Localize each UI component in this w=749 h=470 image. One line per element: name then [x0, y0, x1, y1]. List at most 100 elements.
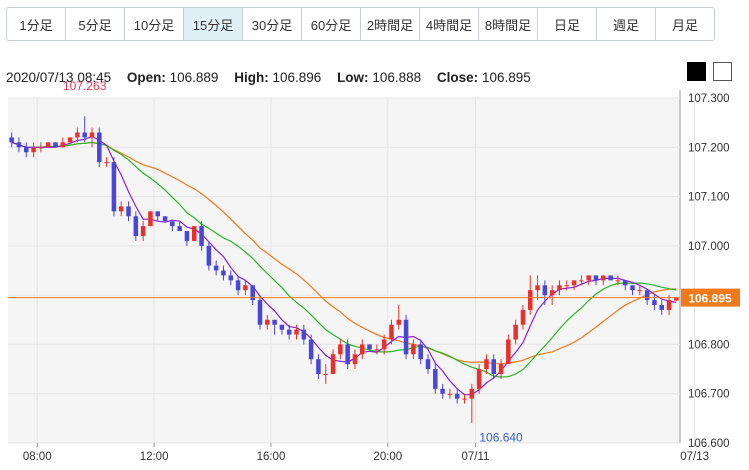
candle-body [206, 245, 212, 266]
tab-60分足[interactable]: 60分足 [302, 8, 361, 40]
candle-body [162, 216, 168, 222]
candle [228, 270, 234, 286]
candle [601, 275, 606, 286]
candle [579, 275, 584, 286]
candle-body [506, 339, 511, 365]
low-annotation: 106.640 [479, 430, 523, 444]
tab-2時間足[interactable]: 2時間足 [361, 8, 420, 40]
candle [272, 319, 277, 335]
candle [184, 231, 190, 246]
candle [418, 339, 423, 365]
candle [177, 221, 182, 232]
y-tick-label: 107.000 [688, 241, 730, 253]
tab-10分足[interactable]: 10分足 [125, 8, 184, 40]
x-tick-label: 12:00 [140, 451, 169, 463]
tab-5分足[interactable]: 5分足 [66, 8, 125, 40]
candle-body [440, 388, 445, 394]
light-theme-button[interactable] [713, 62, 732, 81]
tab-日足[interactable]: 日足 [538, 8, 597, 40]
candle-body [674, 297, 679, 301]
candle [447, 388, 453, 399]
candle-body [279, 324, 285, 330]
candle-body [359, 344, 365, 355]
candle-body [177, 226, 182, 232]
candle [16, 137, 22, 153]
candle-body [586, 275, 591, 281]
candle [535, 275, 540, 301]
candle-body [622, 280, 628, 286]
candle [476, 364, 482, 394]
candle [498, 359, 504, 379]
candle-body [338, 344, 343, 355]
candle-body [659, 305, 665, 310]
tab-15分足[interactable]: 15分足 [184, 8, 243, 40]
x-tick-label: 20:00 [373, 451, 402, 463]
candle-body [411, 344, 416, 355]
candle [301, 324, 307, 345]
candle [571, 280, 577, 291]
candle-body [148, 211, 153, 227]
candle [586, 275, 591, 286]
candle-body [184, 231, 190, 241]
tab-4時間足[interactable]: 4時間足 [420, 8, 479, 40]
candle [622, 280, 628, 291]
candle-body [45, 142, 51, 148]
candle [140, 221, 146, 241]
candle [235, 275, 241, 296]
candle-body [476, 369, 482, 389]
candle-body [228, 275, 234, 281]
candle-body [542, 285, 548, 296]
candle [659, 300, 665, 315]
candle [374, 344, 380, 355]
tab-30分足[interactable]: 30分足 [243, 8, 302, 40]
candle-body [374, 349, 380, 351]
candle [250, 285, 255, 305]
y-tick-label: 106.700 [688, 389, 730, 401]
plot-area [8, 98, 680, 443]
candle [206, 240, 212, 271]
x-tick-label: 07/13 [680, 451, 709, 463]
candle [593, 275, 599, 286]
candle-body [265, 319, 270, 325]
candle-body [23, 147, 29, 153]
candle-body [403, 319, 409, 355]
y-tick-label: 106.800 [688, 339, 730, 351]
tab-週足[interactable]: 週足 [597, 8, 656, 40]
candle-body [155, 211, 161, 217]
candle-body [557, 285, 562, 291]
candle [403, 314, 409, 360]
open-value: 106.889 [169, 70, 219, 85]
candle [425, 354, 431, 374]
candle [506, 334, 511, 365]
candle-body [126, 206, 131, 217]
candle [104, 157, 109, 167]
candle [549, 285, 555, 305]
x-tick-label: 07/11 [462, 451, 490, 463]
candle [666, 295, 672, 315]
tab-月足[interactable]: 月足 [656, 8, 714, 40]
tab-8時間足[interactable]: 8時間足 [479, 8, 538, 40]
candle-body [75, 132, 80, 138]
candle-body [601, 275, 606, 281]
candle [469, 383, 475, 424]
ma-long-line [11, 141, 677, 365]
candle-body [323, 374, 329, 375]
current-price-label: 106.895 [688, 292, 732, 306]
candle-body [104, 162, 109, 164]
candle [126, 201, 131, 222]
candle-body [191, 226, 197, 241]
candle-body [308, 339, 314, 360]
ma-mid-line [11, 141, 677, 378]
y-tick-label: 107.100 [688, 192, 730, 204]
candle [513, 319, 518, 345]
tab-1分足[interactable]: 1分足 [7, 8, 66, 40]
candle [265, 314, 270, 330]
dark-theme-button[interactable] [687, 62, 706, 81]
candle-body [16, 142, 22, 148]
candle [97, 127, 102, 167]
candle [484, 354, 489, 374]
candle-body [484, 359, 489, 370]
candle [170, 221, 175, 232]
timeframe-tabs: 1分足 5分足 10分足 15分足 30分足 60分足 2時間足 4時間足 8時間足 日足 週足 月足 [6, 7, 715, 41]
